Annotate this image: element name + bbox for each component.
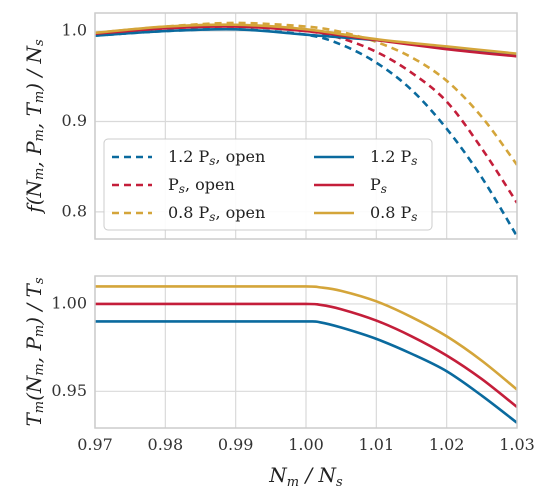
legend-label: 1.2 Ps	[370, 147, 417, 168]
legend: 1.2 Ps, open Ps, open 0.8 Ps, open 1.2 Ps Ps…	[103, 138, 433, 231]
top-panel: 1.0 0.9 0.8 f(Nm, Pm, Tm) / Ns 1.2 Ps, ope…	[22, 12, 518, 240]
bottom-x-tick-label: 1.00	[288, 435, 324, 454]
legend-item-0-8-p-s: 0.8 Ps	[314, 203, 417, 224]
top-series-line-p-s	[95, 25, 517, 58]
bottom-series-line-0-8-p-s	[95, 285, 517, 391]
top-series	[95, 21, 517, 237]
bottom-x-tick-label: 1.03	[499, 435, 535, 454]
bottom-x-tick-label: 1.01	[359, 435, 395, 454]
legend-label: 0.8 Ps, open	[168, 203, 265, 224]
svg-text:Tm(Nm, Pm) / Ts: Tm(Nm, Pm) / Ts	[22, 277, 47, 426]
legend-items: 1.2 Ps, open Ps, open 0.8 Ps, open 1.2 Ps Ps…	[112, 147, 417, 224]
bottom-y-tick-label: 1.00	[51, 293, 87, 312]
legend-item-p-s: Ps	[314, 175, 387, 196]
legend-item-1-2-p-s-open: 1.2 Ps, open	[112, 147, 265, 168]
top-y-tick-label: 1.0	[62, 21, 87, 40]
bottom-x-tick-label: 0.99	[218, 435, 254, 454]
legend-item-0-8-p-s-open: 0.8 Ps, open	[112, 203, 265, 224]
top-plot-frame	[94, 12, 518, 240]
bottom-x-tick-label: 1.02	[429, 435, 465, 454]
legend-label: 1.2 Ps, open	[168, 147, 265, 168]
bottom-y-ticks: 1.00 0.95	[51, 293, 87, 399]
svg-text:Nm / Ns: Nm / Ns	[268, 463, 343, 490]
top-y-tick-label: 0.9	[62, 111, 87, 130]
bottom-y-tick-label: 0.95	[51, 381, 87, 400]
legend-label: Ps, open	[168, 175, 235, 196]
bottom-x-ticks: 0.97 0.98 0.99 1.00 1.01 1.02 1.03	[77, 435, 535, 454]
bottom-series-line-1-2-p-s	[95, 320, 517, 424]
bottom-plot-frame	[94, 275, 518, 429]
bottom-panel: 1.00 0.95 0.97 0.98 0.99 1.00 1.01 1.02 1.03 Tm…	[22, 275, 535, 490]
svg-text:f(Nm, Pm, Tm) / Ns: f(Nm, Pm, Tm) / Ns	[22, 39, 47, 215]
legend-label: Ps	[370, 175, 387, 196]
bottom-series	[95, 285, 517, 424]
top-y-tick-label: 0.8	[62, 201, 87, 220]
top-y-ticks: 1.0 0.9 0.8	[62, 21, 87, 221]
bottom-x-tick-label: 0.97	[77, 435, 113, 454]
bottom-series-line-p-s	[95, 302, 517, 409]
top-series-line-0-8-p-s	[95, 23, 517, 55]
legend-item-1-2-p-s: 1.2 Ps	[314, 147, 417, 168]
bottom-x-tick-label: 0.98	[148, 435, 184, 454]
top-y-axis-label: f(Nm, Pm, Tm) / Ns	[22, 39, 47, 215]
legend-box	[103, 138, 433, 231]
bottom-y-axis-label: Tm(Nm, Pm) / Ts	[22, 277, 47, 426]
x-axis-label: Nm / Ns	[268, 463, 343, 490]
legend-label: 0.8 Ps	[370, 203, 417, 224]
legend-item-p-s-open: Ps, open	[112, 175, 235, 196]
